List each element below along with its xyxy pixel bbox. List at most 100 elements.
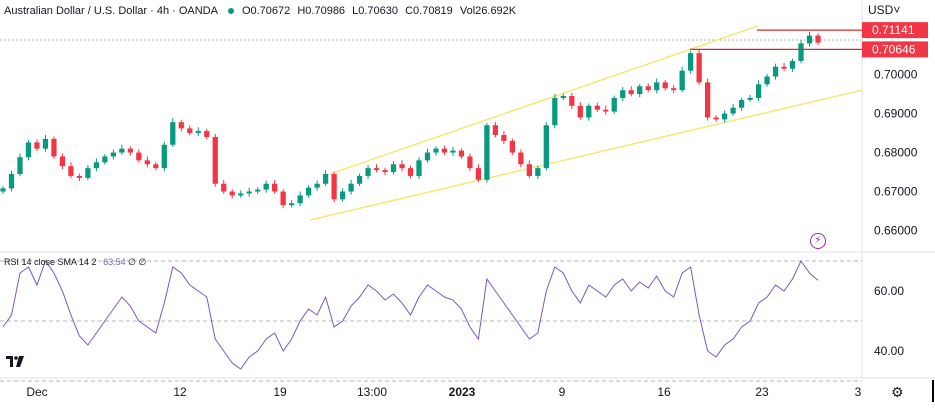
candle-body bbox=[399, 164, 405, 169]
candle-body bbox=[688, 53, 694, 71]
rsi-extra: ∅ ∅ bbox=[128, 257, 147, 267]
candle-body bbox=[679, 70, 685, 91]
chart-header: Australian Dollar / U.S. Dollar · 4h · O… bbox=[4, 3, 520, 19]
candle-body bbox=[509, 140, 516, 153]
candle-body bbox=[586, 105, 592, 118]
candle-body bbox=[671, 88, 677, 91]
candle-body bbox=[713, 117, 719, 120]
candle-body bbox=[339, 191, 346, 200]
candle-body bbox=[645, 86, 651, 91]
candle-body bbox=[136, 152, 142, 161]
time-tick-label: 19 bbox=[273, 385, 287, 399]
symbol-title[interactable]: Australian Dollar / U.S. Dollar · 4h · O… bbox=[4, 5, 218, 17]
chevron-down-icon: ˅ bbox=[893, 3, 901, 17]
candle-body bbox=[569, 96, 575, 106]
time-tick-label: 12 bbox=[173, 385, 187, 399]
time-tick-label: Dec bbox=[26, 385, 47, 399]
candle-body bbox=[331, 173, 337, 200]
candle-body bbox=[543, 125, 549, 169]
candle-body bbox=[441, 148, 448, 153]
candle-body bbox=[102, 156, 108, 163]
gear-icon[interactable]: ⚙ bbox=[891, 384, 904, 400]
ascending-channel bbox=[309, 25, 863, 221]
price-tag-label: 0.71141 bbox=[872, 23, 915, 37]
candle-body bbox=[212, 136, 218, 184]
candle-body bbox=[603, 109, 609, 112]
candle-body bbox=[492, 125, 499, 135]
candle-body bbox=[187, 128, 193, 134]
candle-body bbox=[475, 168, 482, 180]
ohlc-readout: O0.70672 H0.70986 L0.70630 C0.70819 Vol2… bbox=[242, 5, 520, 17]
candle-body bbox=[263, 183, 269, 190]
candle-body bbox=[51, 138, 57, 157]
candle-body bbox=[458, 150, 465, 157]
candle-body bbox=[204, 131, 210, 137]
candle-body bbox=[314, 183, 320, 188]
time-axis[interactable]: Dec 12 19 13:00 2023 9 16 23 3 bbox=[0, 377, 935, 399]
candle-body bbox=[620, 90, 626, 98]
candle-body bbox=[0, 188, 6, 192]
candle-body bbox=[705, 82, 711, 118]
candle-body bbox=[738, 99, 745, 108]
candle-body bbox=[628, 90, 634, 95]
candle-body bbox=[272, 183, 278, 192]
price-axis[interactable]: 0.70000 0.69000 0.68000 0.67000 0.66000 bbox=[874, 68, 918, 238]
volume-value: Vol26.692K bbox=[459, 5, 517, 17]
candle-body bbox=[348, 183, 354, 192]
candle-body bbox=[246, 191, 252, 194]
candlestick-series bbox=[0, 31, 821, 209]
candle-body bbox=[161, 144, 167, 169]
candle-body bbox=[297, 195, 303, 204]
tradingview-logo-icon[interactable] bbox=[6, 356, 24, 368]
time-tick-label: 13:00 bbox=[357, 385, 387, 399]
candle-body bbox=[552, 97, 558, 126]
candle-body bbox=[144, 160, 150, 165]
candle-body bbox=[560, 96, 566, 98]
candle-body bbox=[611, 97, 617, 112]
currency-label: USD bbox=[868, 3, 894, 17]
candle-body bbox=[637, 86, 643, 95]
rsi-legend[interactable]: RSI 14 close SMA 14 2 63.54 ∅ ∅ bbox=[4, 257, 146, 268]
candle-body bbox=[501, 135, 507, 141]
candle-body bbox=[110, 152, 116, 157]
candle-body bbox=[305, 187, 312, 196]
rsi-label: RSI 14 close SMA 14 2 bbox=[4, 257, 97, 267]
candle-body bbox=[467, 156, 473, 169]
candle-body bbox=[696, 53, 702, 83]
candle-body bbox=[373, 168, 380, 171]
time-tick-label: 2023 bbox=[449, 385, 476, 399]
flash-icon[interactable]: ⚡ bbox=[810, 233, 826, 249]
candle-body bbox=[119, 148, 125, 153]
market-status-icon bbox=[227, 8, 234, 14]
price-tick-label: 0.69000 bbox=[874, 107, 918, 121]
candle-body bbox=[195, 131, 201, 134]
channel-upper-line bbox=[329, 25, 759, 175]
candle-body bbox=[322, 173, 329, 184]
rsi-tick-label: 40.00 bbox=[874, 344, 904, 358]
candle-body bbox=[229, 191, 235, 196]
candle-body bbox=[424, 152, 431, 161]
candle-body bbox=[280, 191, 286, 206]
candle-body bbox=[17, 157, 23, 174]
candle-body bbox=[238, 193, 244, 196]
time-tick-label: 16 bbox=[657, 385, 671, 399]
rsi-value: 63.54 bbox=[103, 257, 126, 267]
candle-body bbox=[789, 60, 796, 69]
candle-body bbox=[764, 76, 770, 85]
currency-selector[interactable]: USD˅ bbox=[868, 3, 900, 17]
candle-body bbox=[772, 66, 779, 77]
candle-body bbox=[594, 105, 600, 110]
candle-body bbox=[806, 35, 813, 44]
candle-body bbox=[747, 97, 753, 100]
candle-body bbox=[721, 113, 728, 120]
horizontal-levels: 0.71141 0.70646 bbox=[690, 22, 928, 58]
candle-body bbox=[170, 122, 176, 145]
time-tick-label: 23 bbox=[755, 385, 769, 399]
candle-body bbox=[390, 164, 397, 173]
candle-body bbox=[518, 152, 524, 165]
candle-body bbox=[798, 43, 804, 61]
candle-body bbox=[221, 183, 227, 192]
price-tag bbox=[862, 41, 928, 58]
close-value: C0.70819 bbox=[405, 5, 453, 17]
